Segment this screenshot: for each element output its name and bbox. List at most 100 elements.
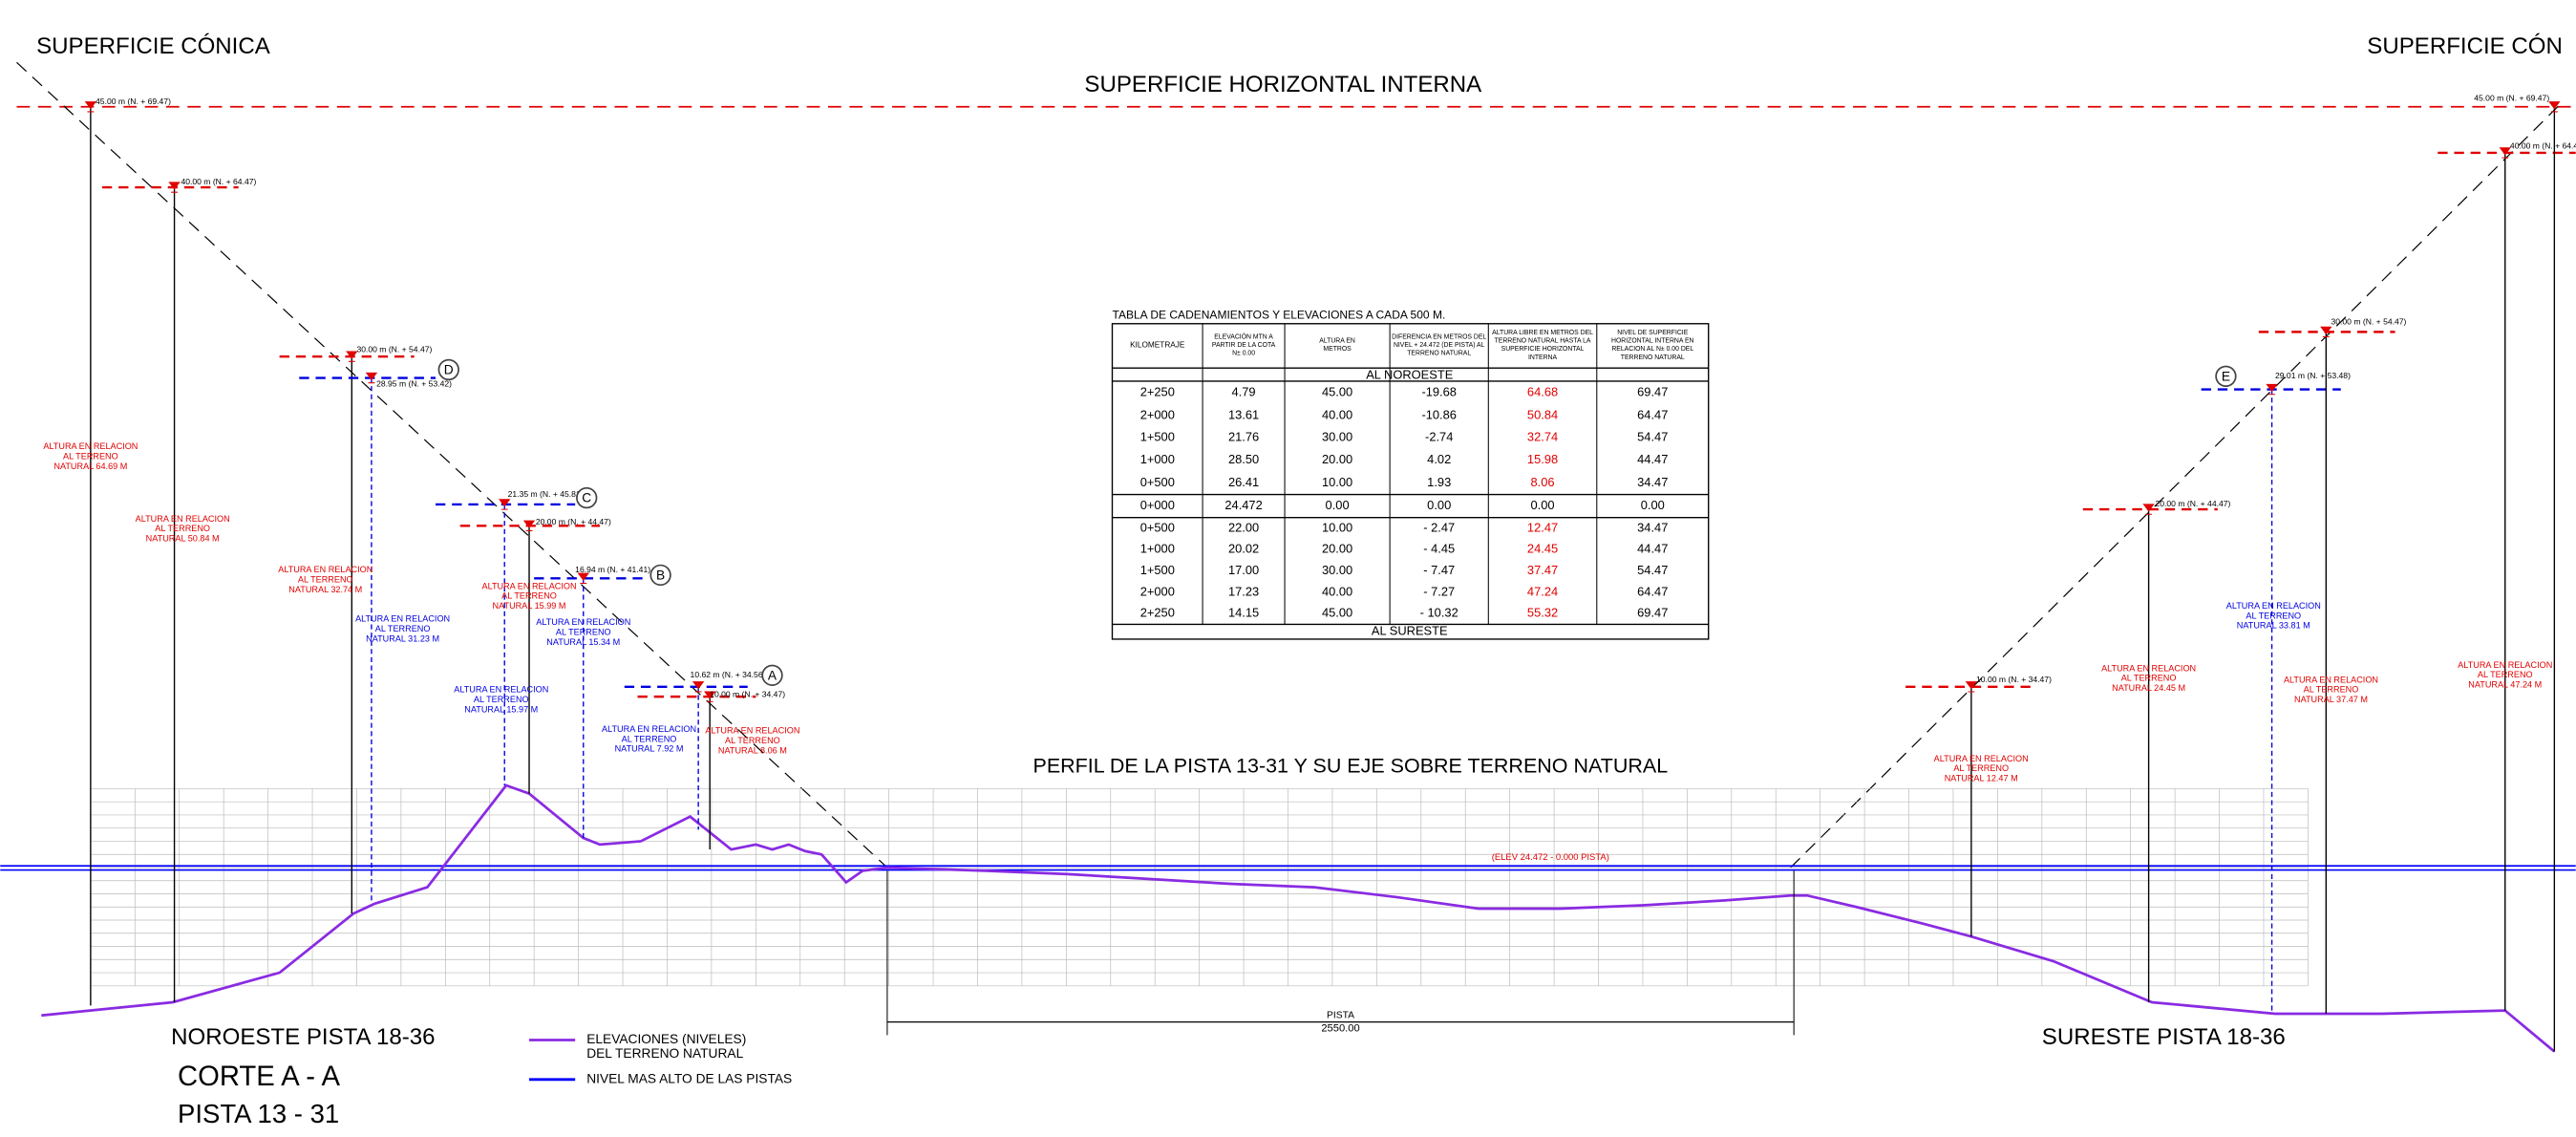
table-cell: 0+500 bbox=[1140, 475, 1175, 489]
table-cell: 0+500 bbox=[1140, 520, 1175, 534]
legend-label: DEL TERRENO NATURAL bbox=[586, 1046, 743, 1061]
table-header: TERRENO NATURAL bbox=[1621, 354, 1685, 361]
table-cell: 44.47 bbox=[1637, 542, 1668, 556]
table-header: PARTIR DE LA COTA bbox=[1212, 342, 1276, 349]
table-header: NIVEL + 24.472 (DE PISTA) AL bbox=[1394, 342, 1485, 349]
table-cell: 54.47 bbox=[1637, 563, 1668, 577]
table-cell: 1+000 bbox=[1140, 542, 1175, 556]
table-cell: 64.47 bbox=[1637, 584, 1668, 598]
table-cell: 10.00 bbox=[1322, 475, 1352, 489]
marker bbox=[365, 372, 378, 384]
annotation: ALTURA EN RELACION bbox=[278, 565, 373, 574]
table-header: ELEVACIÓN MTN A bbox=[1214, 332, 1273, 340]
annotation: AL TERRENO bbox=[2121, 674, 2177, 683]
table-cell: 4.79 bbox=[1232, 384, 1256, 398]
table-cell: 20.02 bbox=[1228, 542, 1259, 556]
right-title: SUPERFICIE CÓN bbox=[2367, 33, 2563, 59]
table-cell: 69.47 bbox=[1637, 384, 1668, 398]
runway-level-label: (ELEV 24.472 - 0.000 PISTA) bbox=[1492, 852, 1609, 863]
annotation: NATURAL 47.24 M bbox=[2468, 680, 2542, 690]
annotation: NATURAL 50.84 M bbox=[146, 533, 220, 543]
length-label: PISTA bbox=[1327, 1010, 1354, 1020]
length-value: 2550.00 bbox=[1321, 1022, 1359, 1034]
table-cell: 34.47 bbox=[1637, 520, 1668, 534]
profile-title: PERFIL DE LA PISTA 13-31 Y SU EJE SOBRE … bbox=[1033, 755, 1669, 778]
annotation: NATURAL 64.69 M bbox=[53, 461, 127, 471]
annotation: ALTURA EN RELACION bbox=[2226, 601, 2321, 611]
table-cell: 26.41 bbox=[1228, 475, 1259, 489]
table-cell: 8.06 bbox=[1531, 475, 1555, 489]
conical-surface-right bbox=[1790, 101, 2564, 869]
table-header: INTERNA bbox=[1528, 354, 1558, 361]
table-header: METROS bbox=[1323, 346, 1352, 353]
table-cell: 69.47 bbox=[1637, 606, 1668, 620]
section-title: CORTE A - A bbox=[178, 1062, 340, 1092]
marker-label: 10.62 m (N. + 34.56) bbox=[691, 670, 766, 679]
table-header: RELACION AL N± 0.00 DEL bbox=[1611, 346, 1693, 353]
center-title: SUPERFICIE HORIZONTAL INTERNA bbox=[1084, 72, 1481, 97]
callout-letter: B bbox=[656, 568, 665, 582]
table-cell: 37.47 bbox=[1527, 563, 1558, 577]
table-cell: 2+000 bbox=[1140, 407, 1175, 421]
marker bbox=[2266, 383, 2278, 396]
footer-left: NOROESTE PISTA 18-36 bbox=[171, 1024, 435, 1050]
table-cell: 1.93 bbox=[1427, 475, 1451, 489]
table-cell: - 7.27 bbox=[1423, 584, 1455, 598]
annotation: AL TERRENO bbox=[622, 734, 677, 743]
marker bbox=[692, 681, 705, 693]
marker-label: 29.01 m (N. + 53.48) bbox=[2275, 371, 2351, 380]
marker-label: 45.00 m (N. + 69.47) bbox=[2474, 93, 2549, 102]
annotation: AL TERRENO bbox=[2246, 611, 2301, 620]
table-cell: 2+000 bbox=[1140, 584, 1175, 598]
annotation: ALTURA EN RELACION bbox=[136, 514, 230, 524]
table-frame bbox=[1111, 323, 1710, 640]
table-cell: 15.98 bbox=[1527, 452, 1558, 466]
table-cell: 28.50 bbox=[1228, 452, 1259, 466]
table-cell: 30.00 bbox=[1322, 430, 1352, 444]
table-cell: 13.61 bbox=[1228, 407, 1259, 421]
table-cell: - 10.32 bbox=[1420, 606, 1458, 620]
table-cell: -19.68 bbox=[1421, 384, 1457, 398]
marker bbox=[499, 499, 511, 510]
annotation: NATURAL 33.81 M bbox=[2237, 621, 2310, 631]
table-header: NIVEL DE SUPERFICIE bbox=[1617, 330, 1688, 336]
table-cell: 0.00 bbox=[1531, 498, 1555, 512]
table-cell: 45.00 bbox=[1322, 384, 1352, 398]
table-cell: 0+000 bbox=[1140, 498, 1175, 512]
callout-circle bbox=[2215, 365, 2237, 387]
table-cell: 2+250 bbox=[1140, 384, 1175, 398]
table-cell: 50.84 bbox=[1527, 407, 1558, 421]
table-cell: 12.47 bbox=[1527, 520, 1558, 534]
table-cell: 20.00 bbox=[1322, 452, 1352, 466]
marker-label: 21.35 m (N. + 45.81) bbox=[508, 489, 584, 499]
marker bbox=[2548, 101, 2561, 113]
profile-grid bbox=[90, 788, 2309, 987]
annotation: AL TERRENO bbox=[155, 524, 210, 533]
table-cell: 64.47 bbox=[1637, 407, 1668, 421]
annotation: AL TERRENO bbox=[725, 736, 780, 745]
marker-label: 30.00 m (N. + 54.47) bbox=[2331, 316, 2406, 326]
annotation: ALTURA EN RELACION bbox=[355, 614, 450, 624]
annotation: NATURAL 32.74 M bbox=[288, 585, 362, 594]
table-cell: 44.47 bbox=[1637, 452, 1668, 466]
marker-label: 16.94 m (N. + 41.41) bbox=[575, 565, 650, 574]
footer-right: SURESTE PISTA 18-36 bbox=[2042, 1024, 2286, 1050]
table-header: KILOMETRAJE bbox=[1130, 340, 1185, 349]
table-header: TERRENO NATURAL HASTA LA bbox=[1495, 338, 1591, 345]
marker bbox=[168, 182, 181, 193]
annotation: ALTURA EN RELACION bbox=[2101, 663, 2196, 673]
table-cell: 0.00 bbox=[1326, 498, 1350, 512]
callout-letter: E bbox=[2222, 369, 2230, 383]
table-cell: 17.23 bbox=[1228, 584, 1259, 598]
table-cell: 1+000 bbox=[1140, 452, 1175, 466]
marker-label: 10.00 m (N. + 34.47) bbox=[1976, 675, 2052, 684]
annotation: AL TERRENO bbox=[1953, 763, 2009, 773]
annotation: ALTURA EN RELACION bbox=[481, 581, 576, 590]
table-cell: 17.00 bbox=[1228, 563, 1259, 577]
annotation: AL TERRENO bbox=[2478, 670, 2533, 679]
annotation: AL TERRENO bbox=[474, 695, 529, 704]
table-header: DIFERENCIA EN METROS DEL bbox=[1392, 333, 1486, 340]
table-cell: 10.00 bbox=[1322, 520, 1352, 534]
